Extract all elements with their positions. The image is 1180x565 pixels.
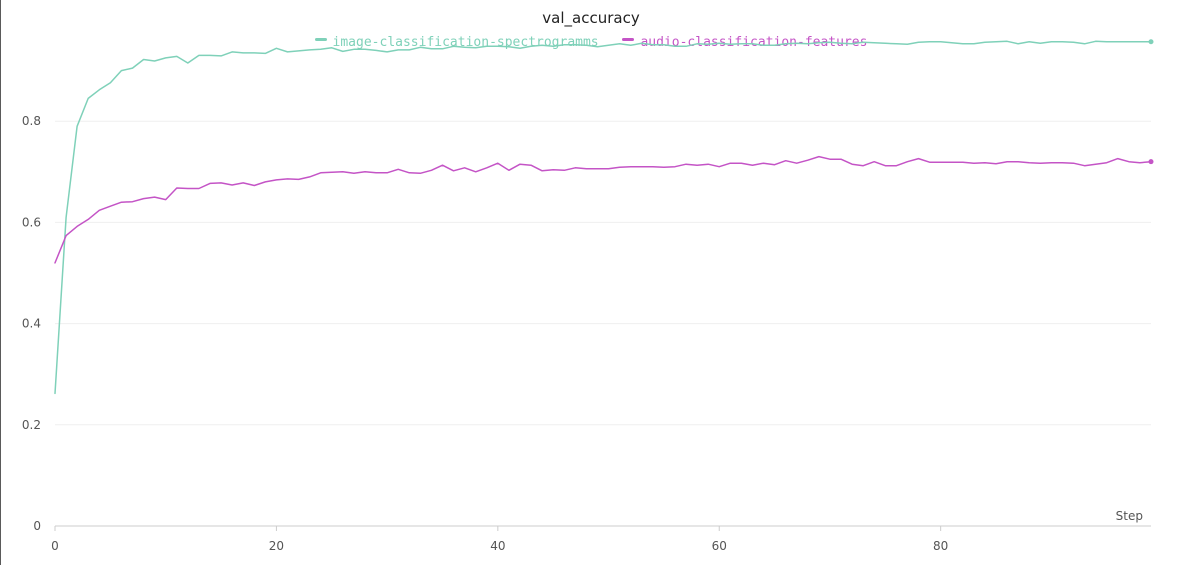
legend-swatch-audio-classification xyxy=(622,38,635,41)
series-end-marker-0 xyxy=(1148,39,1154,45)
y-tick-label: 0 xyxy=(33,519,41,533)
x-tick-label: 80 xyxy=(933,539,948,553)
series-line-1 xyxy=(54,155,1152,264)
x-tick-label: 40 xyxy=(490,539,505,553)
y-tick-label: 0.8 xyxy=(22,114,41,128)
grid-layer xyxy=(55,120,1151,426)
axis-layer: 0 0.2 0.4 0.6 0.8 0 20 40 60 80 Step xyxy=(22,114,1151,553)
legend-label-audio-classification: audio-classification-features xyxy=(640,35,868,50)
series-end-marker-1 xyxy=(1148,159,1154,165)
y-tick-label: 0.4 xyxy=(22,317,41,331)
legend-swatch-image-classification xyxy=(314,38,327,41)
x-tick-label: 0 xyxy=(51,539,59,553)
x-tick-label: 60 xyxy=(712,539,727,553)
x-tick-label: 20 xyxy=(269,539,284,553)
x-axis-title: Step xyxy=(1116,509,1143,523)
chart-title: val_accuracy xyxy=(542,9,640,27)
series-line-0 xyxy=(54,40,1152,395)
y-tick-label: 0.6 xyxy=(22,215,41,229)
legend-item-audio-classification[interactable]: audio-classification-features xyxy=(622,35,867,50)
y-tick-label: 0.2 xyxy=(22,418,41,432)
series-layer xyxy=(54,39,1154,395)
